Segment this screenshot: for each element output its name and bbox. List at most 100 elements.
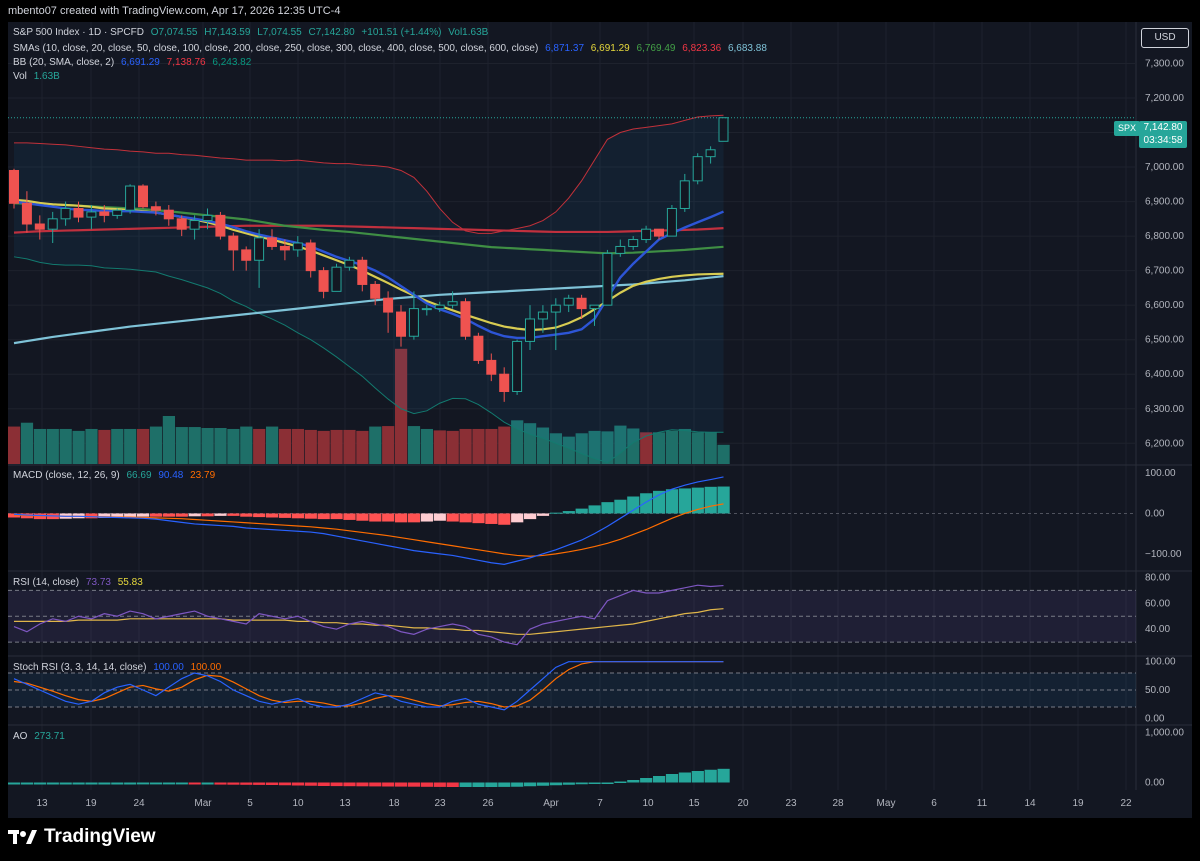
time-tick-label: 28 (832, 798, 844, 809)
time-tick-label: 11 (977, 798, 988, 809)
candle-body (73, 207, 84, 218)
macd-hist-bar (446, 513, 459, 522)
candle-body (550, 304, 561, 313)
macd-hist-bar (420, 513, 433, 522)
ao-bar (8, 782, 21, 785)
candle-body (305, 242, 316, 272)
volume-bar (137, 428, 150, 464)
candle-body (9, 169, 19, 204)
macd-hist-bar (665, 489, 679, 514)
volume-bar (20, 422, 34, 464)
bb-value-basis: 6,691.29 (120, 57, 160, 68)
macd-tick-label: 100.00 (1145, 468, 1176, 479)
macd-tick-label: 0.00 (1145, 508, 1165, 519)
macd-hist-bar (278, 513, 292, 518)
high-value: H7,143.59 (204, 27, 251, 38)
candle-body (318, 270, 329, 292)
candle-body (292, 242, 303, 251)
ao-bar (72, 782, 85, 785)
ao-bar (59, 782, 72, 785)
macd-hist-bar (291, 513, 304, 519)
candle-body (383, 297, 394, 313)
candle-body (279, 245, 290, 251)
macd-hist-bar (407, 513, 421, 523)
sma-legend[interactable]: SMAs (10, close, 20, close, 50, close, 1… (13, 43, 771, 54)
currency-button[interactable]: USD (1141, 28, 1189, 48)
macd-hist-value: 66.69 (126, 470, 152, 481)
volume-bar (124, 428, 137, 464)
volume-bar (382, 426, 395, 464)
macd-hist-bar (149, 513, 163, 517)
ao-legend[interactable]: AO 273.71 (13, 731, 69, 742)
ao-bar (678, 772, 691, 783)
candle-body (679, 180, 690, 209)
tradingview-logo[interactable]: TradingView (8, 826, 156, 848)
time-tick-label: 6 (931, 798, 937, 809)
ao-bar (485, 782, 498, 787)
volume-bar (98, 429, 111, 464)
rsi-legend[interactable]: RSI (14, close) 73.73 55.83 (13, 577, 147, 588)
candle-body (254, 237, 265, 261)
volume-bar (317, 430, 330, 464)
time-tick-label: 7 (597, 798, 603, 809)
ao-bar (330, 782, 343, 787)
rsi-ma-value: 55.83 (117, 577, 143, 588)
macd-hist-bar (188, 513, 201, 517)
vol-legend[interactable]: Vol 1.63B (13, 71, 64, 82)
candle-body (99, 211, 110, 216)
volume-bar (33, 428, 46, 464)
candle-body (125, 185, 136, 211)
ao-bar (149, 782, 163, 785)
credit-text: mbento07 created with TradingView.com, A… (8, 5, 341, 17)
macd-legend[interactable]: MACD (close, 12, 26, 9) 66.69 90.48 23.7… (13, 470, 219, 481)
ao-bar (704, 769, 717, 783)
stoch-k-line (13, 661, 724, 711)
ao-value: 273.71 (34, 731, 65, 742)
bb-legend[interactable]: BB (20, SMA, close, 2) 6,691.29 7,138.76… (13, 57, 255, 68)
volume-bar (175, 427, 188, 464)
stoch-label: Stoch RSI (3, 3, 14, 14, close) (13, 662, 147, 673)
chart-canvas[interactable]: 7,300.007,200.007,100.007,000.006,900.00… (0, 22, 1200, 818)
ao-bar (124, 782, 137, 785)
ao-bar (188, 782, 201, 785)
volume-bar (691, 432, 704, 464)
ao-bar (214, 782, 227, 785)
candle-body (176, 218, 187, 230)
price-tick-label: 6,600.00 (1145, 300, 1184, 311)
candle-body (434, 304, 445, 310)
time-tick-label: 22 (1120, 798, 1132, 809)
tradingview-logo-icon (8, 830, 37, 844)
time-tick-label: 20 (737, 798, 749, 809)
main-legend: S&P 500 Index · 1D · SPCFD O7,074.55 H7,… (13, 27, 492, 38)
ao-bar (640, 778, 653, 783)
rsi-tick-label: 60.00 (1145, 598, 1170, 609)
ao-bar (356, 782, 369, 787)
ao-bar (472, 782, 485, 787)
macd-hist-bar (717, 486, 730, 514)
ao-bar (85, 782, 98, 785)
macd-hist-bar (395, 513, 408, 523)
ao-bar (395, 782, 408, 787)
time-tick-label: May (877, 798, 896, 809)
candle-body (602, 252, 613, 306)
candle-body (718, 117, 729, 142)
macd-hist-bar (124, 513, 137, 518)
ao-bar (420, 782, 433, 787)
time-tick-label: 13 (36, 798, 48, 809)
candle-body (396, 311, 406, 337)
bb-lower-line (13, 256, 724, 464)
symbol-name[interactable]: S&P 500 Index · 1D · SPCFD (13, 27, 144, 38)
macd-hist-bar (678, 488, 691, 514)
volume-bar (459, 428, 472, 464)
ao-bar (162, 782, 175, 785)
sma-value-1: 6,691.29 (590, 43, 630, 54)
price-tick-label: 6,400.00 (1145, 369, 1184, 380)
ao-bar (562, 782, 575, 785)
change-value: +101.51 (+1.44%) (361, 27, 442, 38)
price-tick-label: 6,200.00 (1145, 438, 1184, 449)
volume-bar (149, 426, 163, 464)
stoch-legend[interactable]: Stoch RSI (3, 3, 14, 14, close) 100.00 1… (13, 662, 225, 673)
time-tick-label: 19 (85, 798, 97, 809)
ao-bar (524, 782, 537, 787)
